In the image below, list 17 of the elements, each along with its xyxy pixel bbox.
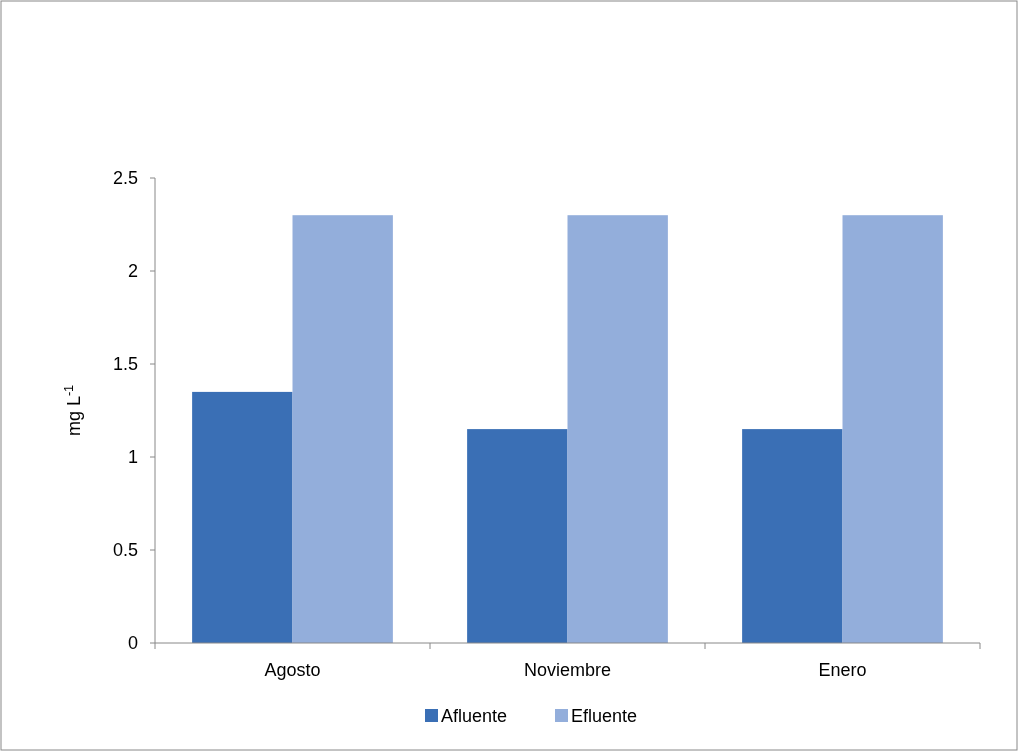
bar xyxy=(467,429,568,643)
x-tick-label: Agosto xyxy=(264,660,321,680)
bar xyxy=(192,391,293,643)
bar xyxy=(742,429,843,643)
y-tick-label: 0.5 xyxy=(112,540,138,561)
bar xyxy=(567,215,668,643)
bar xyxy=(842,215,943,643)
x-tick-label: Enero xyxy=(818,660,867,680)
y-tick-label: 1 xyxy=(127,447,138,468)
y-tick-label: 2.5 xyxy=(112,168,138,189)
y-tick-label: 2 xyxy=(127,261,138,282)
y-tick-label: 0 xyxy=(127,633,138,654)
bar xyxy=(292,215,393,643)
legend-label: Efluente xyxy=(571,706,638,727)
x-tick-label: Noviembre xyxy=(523,660,612,680)
legend-label: Afluente xyxy=(441,706,508,727)
y-tick-label: 1.5 xyxy=(112,354,138,375)
